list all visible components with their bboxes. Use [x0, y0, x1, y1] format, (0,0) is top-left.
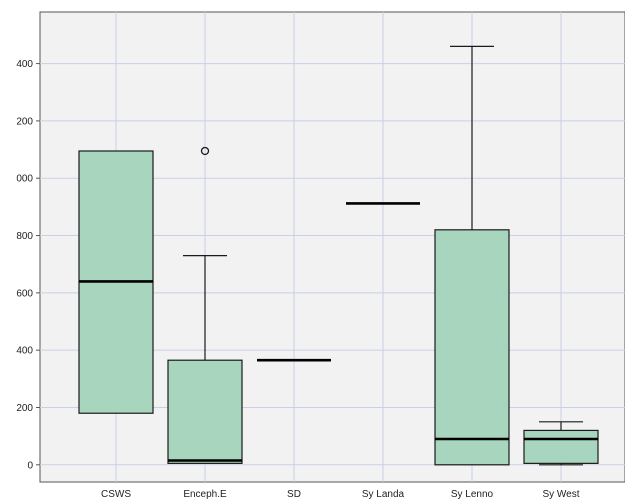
outlier-point — [200, 146, 210, 156]
x-tick-label: Sy Landa — [362, 489, 405, 500]
box-sy-lenno — [434, 45, 510, 466]
box-enceph-e — [167, 146, 243, 464]
box-iqr — [434, 229, 510, 466]
y-tick-label: 200 — [16, 116, 33, 127]
y-tick-label: 800 — [16, 231, 33, 242]
x-tick-label: SD — [287, 489, 301, 500]
y-tick-label: 400 — [16, 59, 33, 70]
boxes — [78, 45, 599, 466]
y-tick-label: 0 — [27, 460, 33, 471]
y-tick-label: 400 — [16, 346, 33, 357]
y-tick-label: 600 — [16, 288, 33, 299]
box-iqr — [523, 429, 599, 464]
x-tick-label: Sy West — [542, 489, 579, 500]
x-tick-label: Sy Lenno — [451, 489, 494, 500]
y-tick-label: 200 — [16, 403, 33, 414]
x-tick-label: CSWS — [101, 489, 131, 500]
box-sy-west — [523, 421, 599, 466]
x-axis: CSWS Enceph.E SD Sy Landa Sy Lenno Sy West — [101, 489, 580, 500]
x-tick-label: Enceph.E — [183, 489, 227, 500]
box-iqr — [167, 359, 243, 464]
y-axis: 0 200 400 600 800 000 200 400 — [16, 59, 40, 471]
y-tick-label: 000 — [16, 174, 33, 185]
box-csws — [78, 150, 154, 414]
